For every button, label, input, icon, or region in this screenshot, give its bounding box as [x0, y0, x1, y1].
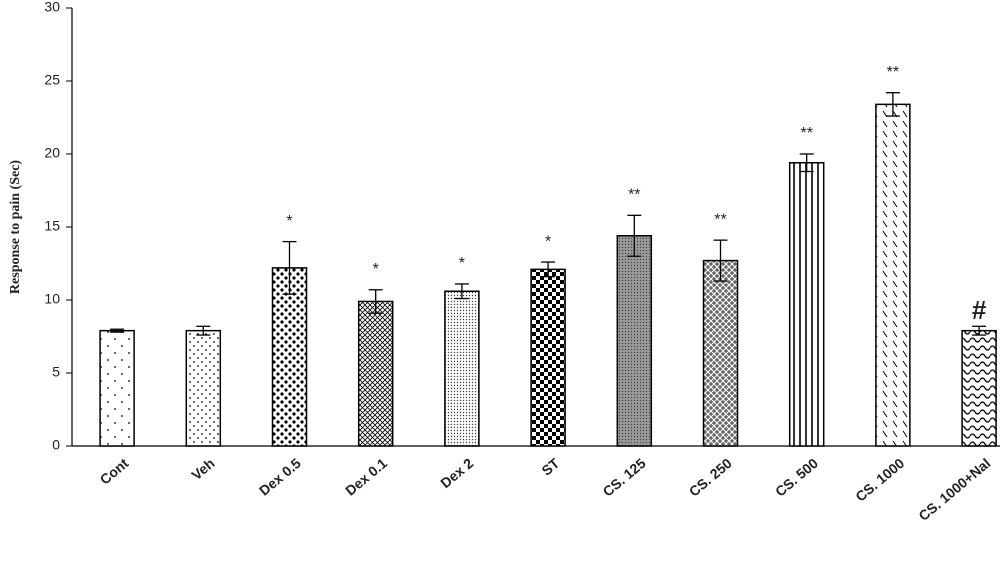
annotation: ** [887, 64, 899, 81]
annotation: # [972, 295, 987, 325]
bar [788, 162, 825, 447]
y-tick-label: 10 [44, 291, 60, 307]
error-bar [196, 325, 211, 336]
x-tick-label: Veh [188, 455, 217, 483]
y-tick-label: 20 [44, 145, 60, 161]
bar [616, 235, 653, 447]
y-axis-label: Response to pain (Sec) [8, 160, 23, 295]
bar [99, 329, 135, 447]
bar [357, 300, 394, 447]
annotation: ** [800, 125, 812, 142]
x-tick-label: Cont [97, 455, 132, 488]
annotation: ** [628, 187, 640, 204]
bar [875, 103, 911, 447]
error-bar [627, 214, 642, 257]
bar [444, 290, 480, 447]
error-bar [541, 261, 556, 278]
error-bar [110, 328, 125, 333]
x-tick-label: CS. 500 [772, 455, 821, 500]
error-bar [885, 92, 900, 117]
x-tick-label: CS. 1000 [852, 455, 907, 505]
annotation: * [286, 213, 292, 230]
x-tick-label: ST [538, 455, 562, 479]
bar [530, 268, 566, 447]
error-bar [799, 153, 814, 173]
error-bar [972, 325, 987, 336]
x-tick-label: Dex 0.5 [256, 455, 304, 499]
x-tick-label: Dex 2 [437, 455, 476, 491]
error-bar [368, 289, 383, 314]
annotation: * [373, 261, 379, 278]
y-tick-label: 5 [52, 364, 60, 380]
x-tick-label: CS. 125 [600, 455, 649, 500]
y-tick-label: 25 [44, 72, 60, 88]
error-bar [713, 239, 728, 282]
error-bar [454, 283, 469, 300]
annotation: * [459, 255, 465, 272]
x-tick-label: CS. 250 [686, 455, 735, 500]
bar [961, 329, 997, 447]
annotation: * [545, 233, 551, 250]
y-tick-label: 30 [44, 0, 60, 15]
annotation: ** [714, 211, 726, 228]
y-tick-label: 15 [44, 218, 60, 234]
y-tick-label: 0 [52, 437, 60, 453]
bar [185, 329, 222, 447]
bar [271, 267, 308, 447]
x-tick-label: CS. 1000+Nal [915, 455, 993, 524]
x-tick-label: Dex 0.1 [342, 455, 390, 499]
error-bar [282, 240, 297, 295]
bar [702, 259, 739, 447]
